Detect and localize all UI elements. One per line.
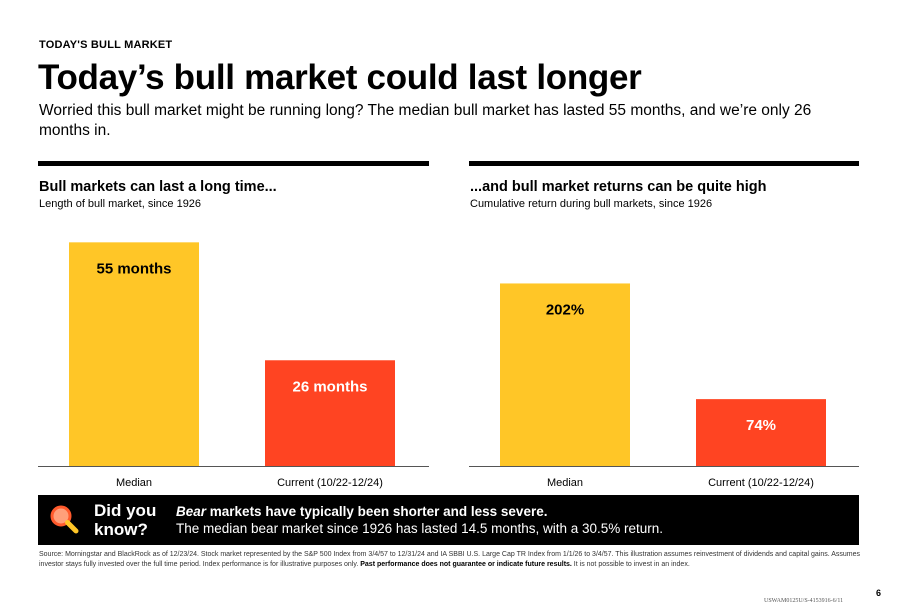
page-number: 6 [876,588,882,598]
source-text: Source: Morningstar and BlackRock as of … [39,551,861,568]
source-note: Source: Morningstar and BlackRock as of … [39,550,865,570]
callout-emphasis: Bear [176,504,207,519]
bar-0 [69,242,199,466]
source-disclaimer: Past performance does not guarantee or i… [360,561,572,568]
callout-line-2: The median bear market since 1926 has la… [176,521,664,536]
page-subtitle: Worried this bull market might be runnin… [39,102,812,139]
data-label-1: 26 months [292,378,367,395]
data-label-1: 74% [746,417,776,434]
data-label-0: 202% [546,301,584,318]
left-chart-rule [38,161,429,166]
right-chart-rule [469,161,859,166]
category-label-1: Current (10/22-12/24) [277,477,383,489]
left-chart-subtitle: Length of bull market, since 1926 [39,198,202,210]
page-title: Today’s bull market could last longer [38,58,642,97]
category-label-0: Median [116,477,152,489]
category-label-0: Median [547,477,583,489]
document-id: USWAM0125U/S-4153916-6/11 [764,598,844,604]
right-chart-title: ...and bull market returns can be quite … [470,179,767,195]
bull-return-chart: 202% Median 74% Current (10/22-12/24) [469,283,859,489]
magnifying-glass-icon [50,505,79,534]
bar-1 [265,360,395,466]
data-label-0: 55 months [96,260,171,277]
source-tail: It is not possible to invest in an index… [571,561,690,568]
callout-heading: Did you know? [94,501,157,539]
did-you-know-callout: Did you know? Bear markets have typicall… [38,495,859,545]
bar-0 [500,283,630,466]
category-label-1: Current (10/22-12/24) [708,477,814,489]
bull-length-chart: 55 months Median 26 months Current (10/22-1… [38,242,429,489]
callout-line-1-rest: markets have typically been shorter and … [206,504,548,519]
right-chart-subtitle: Cumulative return during bull markets, s… [470,198,713,210]
left-chart-title: Bull markets can last a long time... [39,179,277,195]
callout-line-1: Bear markets have typically been shorter… [176,504,547,519]
bar-1 [696,399,826,466]
eyebrow-label: TODAY'S BULL MARKET [39,39,173,51]
